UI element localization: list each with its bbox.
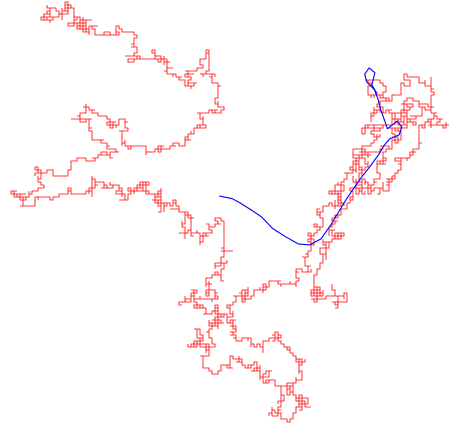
smooth-walk-path xyxy=(219,67,403,246)
smooth-walk-layer xyxy=(219,67,403,246)
lattice-walk-path xyxy=(10,1,449,423)
lattice-walk-layer xyxy=(10,1,449,423)
